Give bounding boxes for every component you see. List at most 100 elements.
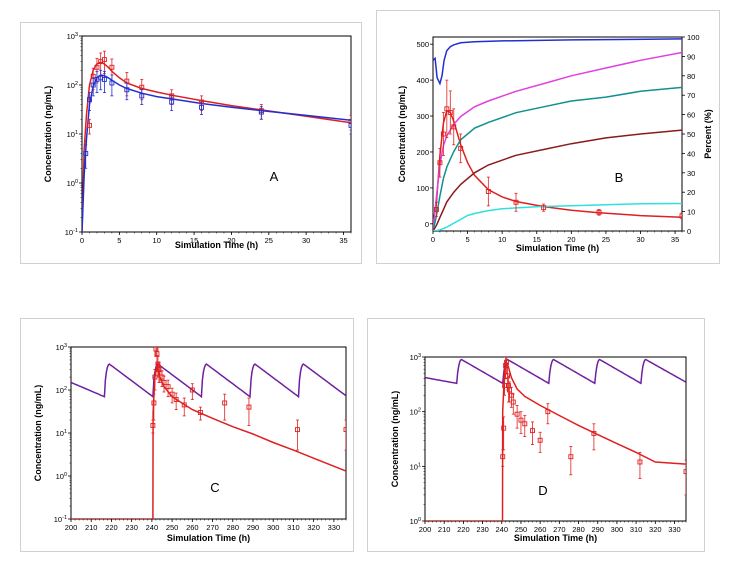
data-point (165, 384, 171, 390)
x-tick-label: 35 (671, 235, 679, 244)
y-tick-label: 102 (410, 408, 421, 417)
plot-area (433, 38, 682, 231)
x-tick-label: 15 (533, 235, 541, 244)
series-line (433, 129, 682, 231)
y-tick-label: 0 (425, 220, 429, 229)
data-point (258, 109, 264, 115)
series-line (82, 61, 351, 232)
x-tick-label: 320 (307, 523, 320, 532)
panel-label: B (615, 170, 624, 185)
x-tick-label: 300 (267, 523, 280, 532)
x-axis-label: Simulation Time (h) (514, 533, 597, 543)
data-point (514, 411, 520, 417)
y-tick-label: 102 (56, 386, 67, 395)
y-axis-label: Concentration (ng/mL) (33, 385, 43, 482)
x-tick-label: 0 (80, 236, 84, 245)
x-tick-label: 310 (287, 523, 300, 532)
chart-a: 0 5 10 15 20 25 30 35 10-1 100 101 102 103 Simulation… (43, 32, 352, 250)
data-point (440, 131, 446, 137)
data-point (637, 459, 643, 465)
data-point (124, 87, 130, 93)
x-tick-label: 220 (105, 523, 118, 532)
data-point (510, 399, 516, 405)
data-point (87, 122, 92, 128)
plot-area (71, 347, 346, 519)
data-point (154, 351, 160, 357)
x-tick-label: 320 (649, 525, 662, 534)
y2-tick-label: 70 (687, 91, 695, 100)
data-point (683, 469, 686, 475)
series-line (425, 359, 686, 521)
data-point (518, 417, 524, 423)
y-tick-label: 100 (56, 472, 67, 481)
y-tick-label: 101 (410, 462, 421, 471)
y-tick-label: 200 (416, 148, 429, 157)
data-point (109, 80, 115, 86)
data-point (90, 82, 96, 88)
chart-c: 200 210 220 230 240 250 260 270 280 290 300 310 320 3… (33, 343, 347, 543)
x-tick-label: 330 (668, 525, 681, 534)
data-point (150, 422, 156, 428)
y2-axis-label: Percent (%) (703, 109, 713, 159)
data-point (101, 57, 107, 63)
data-point (522, 421, 528, 427)
series-line (433, 202, 682, 231)
data-point (169, 99, 175, 105)
data-point (545, 409, 551, 415)
data-point (537, 437, 543, 443)
plot-frame (424, 356, 687, 522)
data-point (161, 379, 167, 385)
x-tick-label: 25 (265, 236, 273, 245)
data-point (83, 151, 89, 156)
data-point (295, 427, 300, 433)
y-tick-label: 10-1 (54, 515, 67, 524)
series-line (433, 86, 682, 231)
data-point (348, 122, 351, 128)
simulated-profile-line (71, 363, 346, 399)
y2-tick-label: 50 (687, 130, 695, 139)
x-tick-label: 30 (302, 236, 310, 245)
simulated-profile-line (425, 358, 686, 385)
x-tick-label: 240 (146, 523, 159, 532)
x-tick-label: 10 (498, 235, 506, 244)
x-tick-label: 270 (206, 523, 219, 532)
data-point (101, 76, 107, 82)
data-point (173, 397, 179, 402)
series-line (433, 109, 682, 224)
panel-label: A (270, 169, 279, 184)
y2-tick-label: 90 (687, 52, 695, 61)
x-axis-label: Simulation Time (h) (516, 243, 599, 253)
y-tick-label: 300 (416, 112, 429, 121)
data-point (541, 205, 547, 211)
x-axis-label: Simulation Time (h) (175, 240, 258, 250)
x-tick-label: 210 (85, 523, 98, 532)
x-tick-label: 330 (328, 523, 341, 532)
data-point (153, 347, 159, 352)
data-point (444, 106, 450, 112)
x-tick-label: 250 (515, 525, 528, 534)
y-axis-label: Concentration (ng/mL) (43, 86, 53, 183)
plot-area (425, 357, 686, 521)
data-point (222, 400, 228, 406)
data-point (169, 391, 175, 397)
x-tick-label: 290 (247, 523, 260, 532)
panel-b: 0 5 10 15 20 25 30 35 0 100 200 300 400 500 0 10 20 30 40 5… (376, 10, 720, 264)
y2-tick-label: 0 (687, 227, 691, 236)
x-tick-label: 240 (496, 525, 509, 534)
data-point (503, 363, 509, 368)
data-point (485, 189, 491, 194)
data-point (591, 430, 597, 436)
data-point (501, 425, 507, 431)
data-point (500, 454, 506, 460)
data-point (437, 160, 443, 166)
data-point (458, 145, 464, 151)
data-point (343, 427, 346, 433)
data-point (199, 104, 205, 110)
data-point (139, 93, 145, 99)
series-line (433, 51, 682, 231)
x-tick-label: 20 (567, 235, 575, 244)
data-point (348, 119, 351, 124)
series-line (433, 38, 682, 86)
x-tick-label: 230 (125, 523, 138, 532)
data-point (189, 387, 195, 393)
